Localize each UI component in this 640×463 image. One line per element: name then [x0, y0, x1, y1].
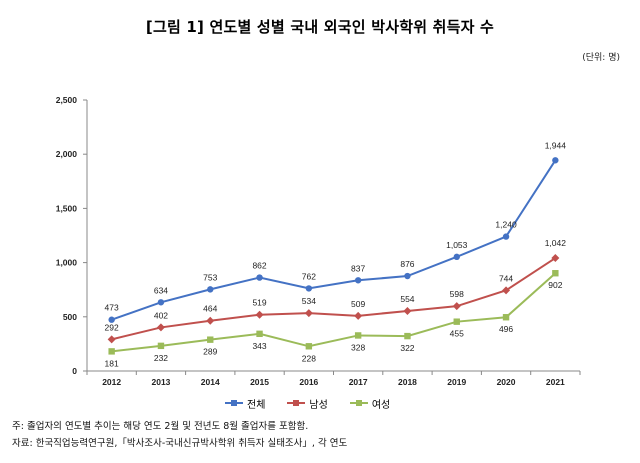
data-point-male	[502, 286, 511, 295]
data-point-male	[354, 311, 363, 320]
data-point-total	[207, 286, 214, 293]
y-tick-label: 2,500	[56, 95, 78, 105]
legend-label-female: 여성	[371, 399, 391, 411]
data-label-female: 343	[252, 341, 266, 351]
data-label-male: 509	[351, 299, 365, 309]
legend-swatch-female	[349, 399, 368, 407]
data-point-total	[552, 157, 559, 164]
data-label-female: 455	[450, 329, 464, 339]
data-point-female	[207, 336, 214, 343]
data-label-male: 402	[154, 310, 168, 320]
unit-note: (단위: 명)	[582, 53, 620, 63]
data-point-female	[502, 314, 510, 321]
data-label-male: 1,042	[545, 238, 567, 248]
legend-label-total: 전체	[247, 399, 266, 411]
chart-title: [그림 1] 연도별 성별 국내 외국인 박사학위 취득자 수	[145, 18, 495, 36]
data-point-male	[255, 310, 264, 319]
data-label-male: 744	[499, 273, 513, 283]
data-point-total	[354, 277, 362, 284]
legend-item-total: 전체	[225, 396, 265, 411]
x-tick-label: 2015	[250, 377, 269, 387]
y-tick-label: 1,000	[56, 258, 78, 268]
data-point-female	[256, 330, 263, 338]
data-point-male	[403, 306, 412, 315]
data-point-total	[404, 272, 411, 280]
data-point-male	[107, 335, 116, 344]
data-label-male: 292	[105, 322, 119, 332]
data-label-female: 289	[203, 347, 217, 357]
data-point-total	[305, 285, 313, 292]
data-point-male	[206, 316, 215, 325]
legend-label-male: 남성	[309, 399, 328, 411]
data-point-female	[453, 318, 460, 325]
series-line-total	[111, 159, 557, 321]
x-tick-label: 2014	[201, 377, 220, 387]
footnote-source: 자료: 한국직업능력연구원,「박사조사-국내신규박사학위 취득자 실태조사」, …	[12, 438, 348, 449]
data-point-male	[156, 323, 165, 332]
data-point-male	[551, 254, 560, 263]
data-label-total: 753	[203, 272, 217, 282]
series-line-male	[111, 257, 556, 341]
x-tick-label: 2020	[497, 377, 516, 387]
y-tick-label: 2,000	[56, 149, 78, 159]
data-point-total	[157, 299, 165, 306]
y-tick-label: 1,500	[56, 203, 78, 213]
data-label-female: 328	[351, 342, 365, 352]
data-label-female: 232	[154, 353, 168, 363]
data-label-female: 228	[302, 353, 316, 363]
data-label-female: 322	[400, 343, 414, 353]
data-point-total	[502, 233, 510, 240]
data-label-female: 902	[548, 280, 562, 290]
data-label-total: 837	[351, 263, 365, 273]
data-point-female	[404, 332, 411, 340]
data-label-total: 1,944	[545, 140, 567, 150]
legend-item-male: 남성	[287, 396, 328, 411]
data-point-female	[552, 270, 559, 277]
footnotes: 주: 졸업자의 연도별 추이는 해당 연도 2월 및 전년도 8월 졸업자를 포…	[12, 418, 347, 452]
data-label-total: 862	[252, 261, 266, 271]
data-label-total: 473	[105, 303, 119, 313]
data-label-total: 876	[400, 259, 414, 269]
x-tick-label: 2019	[447, 377, 466, 387]
y-tick-label: 500	[63, 312, 77, 322]
data-label-male: 534	[302, 296, 316, 306]
x-tick-label: 2017	[349, 377, 368, 387]
data-point-total	[256, 274, 263, 281]
legend: 전체 남성 여성	[225, 395, 465, 411]
legend-swatch-total	[225, 399, 243, 407]
x-tick-label: 2013	[151, 377, 170, 387]
y-tick-label: 0	[72, 366, 77, 376]
data-label-female: 181	[105, 358, 119, 368]
data-point-male	[452, 302, 461, 311]
data-point-female	[305, 343, 313, 350]
legend-swatch-male	[287, 399, 306, 407]
legend-item-female: 여성	[349, 396, 391, 411]
x-tick-label: 2016	[299, 377, 318, 387]
data-point-female	[354, 332, 362, 339]
data-label-male: 519	[252, 298, 266, 308]
data-label-female: 496	[499, 324, 513, 334]
data-label-total: 762	[302, 271, 316, 281]
data-label-total: 1,240	[495, 220, 517, 230]
data-label-total: 634	[154, 285, 168, 295]
series-line-female	[111, 272, 557, 353]
x-tick-label: 2012	[102, 377, 121, 387]
data-point-total	[108, 316, 115, 323]
data-label-male: 598	[450, 289, 464, 299]
data-label-male: 554	[400, 294, 414, 304]
x-tick-label: 2021	[546, 377, 565, 387]
data-point-female	[108, 348, 115, 355]
data-label-male: 464	[203, 304, 217, 314]
data-point-female	[157, 342, 165, 350]
data-point-total	[453, 253, 460, 261]
data-label-total: 1,053	[446, 240, 468, 250]
data-point-male	[304, 309, 313, 318]
x-tick-label: 2018	[398, 377, 417, 387]
footnote-note: 주: 졸업자의 연도별 추이는 해당 연도 2월 및 전년도 8월 졸업자를 포…	[12, 421, 309, 432]
